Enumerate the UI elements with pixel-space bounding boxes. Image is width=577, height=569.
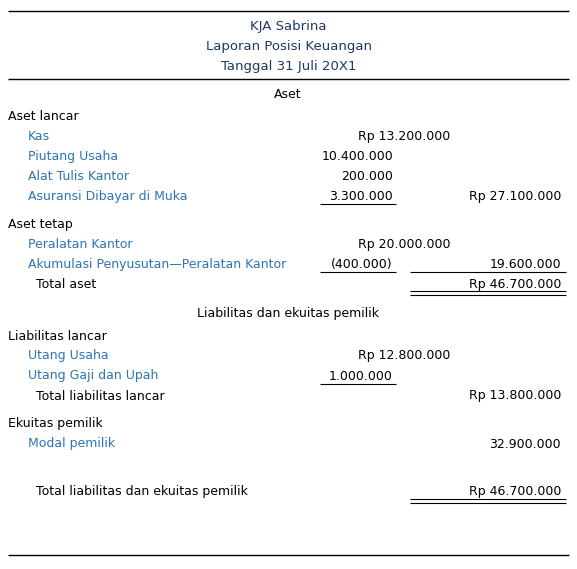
Text: (400.000): (400.000): [331, 258, 393, 270]
Text: Kas: Kas: [28, 130, 50, 142]
Text: Total liabilitas dan ekuitas pemilik: Total liabilitas dan ekuitas pemilik: [28, 484, 248, 497]
Text: Utang Usaha: Utang Usaha: [28, 349, 108, 362]
Text: 200.000: 200.000: [341, 170, 393, 183]
Text: KJA Sabrina: KJA Sabrina: [250, 19, 327, 32]
Text: Liabilitas dan ekuitas pemilik: Liabilitas dan ekuitas pemilik: [197, 307, 379, 320]
Text: Rp 13.800.000: Rp 13.800.000: [469, 390, 561, 402]
Text: Asuransi Dibayar di Muka: Asuransi Dibayar di Muka: [28, 189, 188, 203]
Text: Akumulasi Penyusutan—Peralatan Kantor: Akumulasi Penyusutan—Peralatan Kantor: [28, 258, 286, 270]
Text: Rp 20.000.000: Rp 20.000.000: [358, 237, 451, 250]
Text: Ekuitas pemilik: Ekuitas pemilik: [8, 418, 103, 431]
Text: Total aset: Total aset: [28, 278, 96, 291]
Text: Laporan Posisi Keuangan: Laporan Posisi Keuangan: [205, 39, 372, 52]
Text: 1.000.000: 1.000.000: [329, 369, 393, 382]
Text: Rp 27.100.000: Rp 27.100.000: [469, 189, 561, 203]
Text: Liabilitas lancar: Liabilitas lancar: [8, 329, 107, 343]
Text: Aset tetap: Aset tetap: [8, 217, 73, 230]
Text: Peralatan Kantor: Peralatan Kantor: [28, 237, 133, 250]
Text: Rp 12.800.000: Rp 12.800.000: [358, 349, 451, 362]
Text: Tanggal 31 Juli 20X1: Tanggal 31 Juli 20X1: [221, 60, 356, 72]
Text: Alat Tulis Kantor: Alat Tulis Kantor: [28, 170, 129, 183]
Text: Total liabilitas lancar: Total liabilitas lancar: [28, 390, 164, 402]
Text: Rp 46.700.000: Rp 46.700.000: [469, 278, 561, 291]
Text: 10.400.000: 10.400.000: [321, 150, 393, 163]
Text: Rp 46.700.000: Rp 46.700.000: [469, 484, 561, 497]
Text: 19.600.000: 19.600.000: [489, 258, 561, 270]
Text: Aset: Aset: [274, 88, 302, 101]
Text: Piutang Usaha: Piutang Usaha: [28, 150, 118, 163]
Text: Aset lancar: Aset lancar: [8, 109, 78, 122]
Text: 3.300.000: 3.300.000: [329, 189, 393, 203]
Text: 32.900.000: 32.900.000: [489, 438, 561, 451]
Text: Modal pemilik: Modal pemilik: [28, 438, 115, 451]
Text: Rp 13.200.000: Rp 13.200.000: [358, 130, 450, 142]
Text: Utang Gaji dan Upah: Utang Gaji dan Upah: [28, 369, 158, 382]
